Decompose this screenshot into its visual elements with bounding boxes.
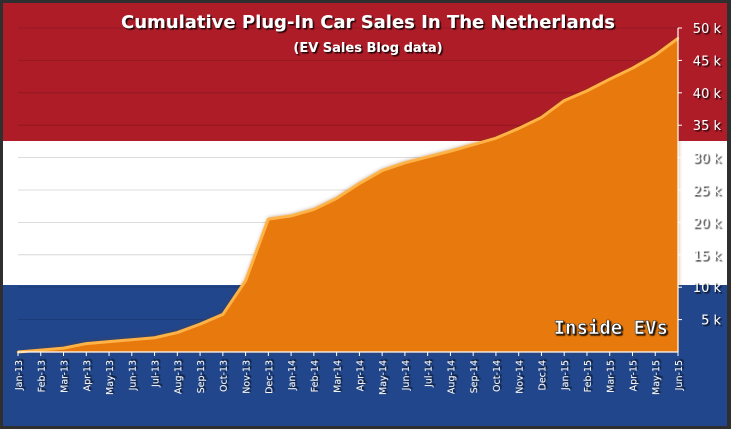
y-tick-label: 40 k: [693, 87, 722, 102]
data-point: [244, 279, 247, 282]
watermark-logo: Inside EVs: [554, 317, 668, 339]
data-point: [358, 182, 361, 185]
area-series: [18, 38, 678, 353]
x-tick-label: Dec14: [537, 360, 548, 390]
y-axis: 5 k 10 k 15 k 20 k 25 k 30 k 35 k 40 k 45 k 50 k: [677, 22, 722, 352]
x-tick-label: Nov-13: [242, 360, 253, 394]
data-point: [289, 214, 293, 218]
x-axis: Jan-13 Feb-13 Mar-13 Apr-13 May-13 Jun-13 Jul-…: [14, 351, 685, 395]
data-point: [153, 336, 156, 339]
x-tick-label: Dec-13: [264, 360, 275, 394]
data-point: [403, 161, 407, 164]
y-tick-label: 45 k: [693, 54, 722, 69]
x-tick-label: Mar-13: [60, 360, 71, 393]
y-tick-label: 30 k: [693, 152, 722, 167]
y-tick-label: 35 k: [693, 119, 722, 134]
data-point: [471, 143, 475, 146]
data-point: [449, 149, 452, 153]
data-point: [62, 346, 65, 350]
x-tick-label: Jan-15: [560, 360, 571, 391]
chart-title: Cumulative Plug-In Car Sales In The Neth…: [121, 12, 615, 33]
data-point: [631, 66, 634, 70]
x-tick-label: Jun-15: [674, 360, 685, 391]
x-tick-label: May-14: [378, 360, 389, 395]
x-tick-label: Aug-13: [173, 360, 184, 394]
y-tick-label: 50 k: [693, 22, 722, 37]
x-tick-label: Oct-13: [219, 360, 230, 392]
x-tick-label: Apr-14: [355, 360, 366, 391]
x-tick-label: Jan-14: [287, 360, 298, 391]
data-point: [176, 331, 179, 334]
x-tick-label: Mar-14: [333, 360, 344, 393]
data-point: [608, 77, 611, 81]
y-tick-label: 5 k: [701, 314, 721, 329]
x-tick-label: Sep-13: [196, 360, 207, 393]
x-tick-label: Jul-14: [424, 360, 435, 388]
data-point: [130, 338, 133, 341]
data-point: [585, 89, 589, 93]
x-tick-label: Feb-13: [37, 360, 48, 392]
x-tick-label: May-15: [651, 360, 662, 395]
x-tick-label: Jul-13: [151, 360, 162, 388]
data-point: [517, 127, 520, 130]
data-point: [563, 99, 566, 102]
data-point: [380, 169, 384, 172]
y-tick-label: 10 k: [693, 281, 722, 296]
chart-subtitle: (EV Sales Blog data): [293, 41, 442, 56]
data-point: [494, 136, 498, 140]
x-tick-label: Jun-13: [128, 360, 139, 391]
data-point: [267, 217, 270, 221]
x-tick-label: Oct-14: [492, 360, 503, 392]
data-point: [654, 54, 657, 57]
x-tick-label: Apr-15: [628, 360, 639, 391]
x-tick-label: Apr-13: [82, 360, 93, 391]
x-tick-label: Sep-14: [469, 360, 480, 393]
x-tick-label: Feb-14: [310, 360, 321, 392]
data-point: [540, 116, 543, 119]
data-point: [107, 340, 111, 343]
area-series-edge: [17, 37, 679, 354]
x-tick-label: Feb-15: [583, 360, 594, 392]
data-point: [39, 348, 42, 352]
data-point: [312, 208, 316, 211]
data-point: [335, 197, 338, 200]
x-tick-label: Jun-14: [401, 360, 412, 391]
x-tick-label: Jan-13: [14, 360, 25, 391]
y-tick-label: 15 k: [693, 249, 722, 264]
x-tick-label: May-13: [105, 360, 116, 395]
x-tick-label: Mar-15: [606, 360, 617, 393]
y-tick-label: 25 k: [693, 184, 722, 199]
data-point: [85, 342, 88, 345]
x-tick-label: Aug-14: [446, 360, 457, 394]
data-point: [426, 155, 429, 159]
x-tick-label: Nov-14: [515, 360, 526, 394]
data-point: [221, 313, 225, 316]
data-point: [198, 322, 202, 326]
y-tick-label: 20 k: [693, 216, 722, 231]
